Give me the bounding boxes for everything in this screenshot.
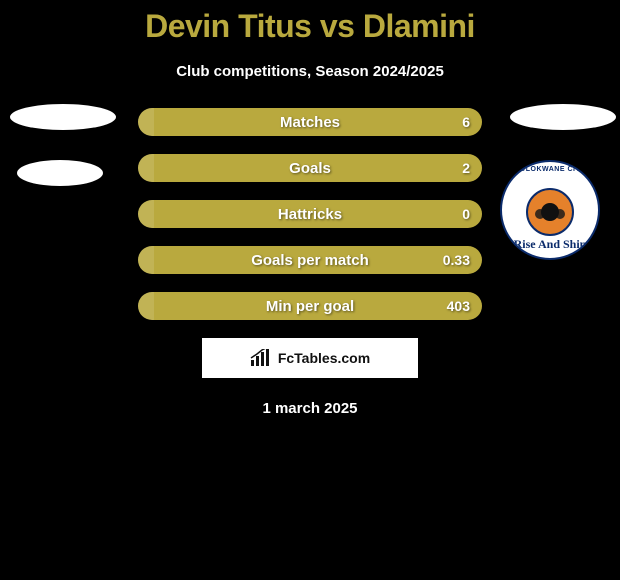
attribution-text: FcTables.com: [278, 350, 370, 366]
club-badge-top-text: POLOKWANE CITY: [515, 166, 586, 173]
placeholder-ellipse: [17, 160, 103, 186]
placeholder-ellipse: [510, 104, 616, 130]
comparison-date: 1 march 2025: [0, 400, 620, 417]
player-badge-left: [10, 102, 110, 202]
stat-value-right: 403: [447, 298, 470, 314]
bar-left-fill: [138, 154, 154, 182]
club-badge-right: POLOKWANE CITY Rise And Shin: [500, 160, 600, 260]
page-title: Devin Titus vs Dlamini: [0, 0, 620, 45]
bar-left-fill: [138, 200, 154, 228]
club-badge-inner: [526, 188, 574, 236]
stat-label: Hattricks: [278, 206, 342, 223]
comparison-panel: POLOKWANE CITY Rise And Shin Matches 6 G…: [0, 108, 620, 417]
stat-label: Goals: [289, 160, 331, 177]
placeholder-ellipse: [10, 104, 116, 130]
stat-label: Goals per match: [251, 252, 369, 269]
stat-label: Matches: [280, 114, 340, 131]
stat-value-right: 6: [462, 114, 470, 130]
stats-bars: Matches 6 Goals 2 Hattricks 0 Goals per …: [138, 108, 482, 320]
bar-left-fill: [138, 246, 154, 274]
stat-row-hattricks: Hattricks 0: [138, 200, 482, 228]
bar-left-fill: [138, 292, 154, 320]
bar-left-fill: [138, 108, 154, 136]
stat-value-right: 0: [462, 206, 470, 222]
bar-chart-icon: [250, 349, 272, 367]
stat-row-matches: Matches 6: [138, 108, 482, 136]
stat-row-min-per-goal: Min per goal 403: [138, 292, 482, 320]
ball-icon: [541, 203, 559, 221]
stat-row-goals-per-match: Goals per match 0.33: [138, 246, 482, 274]
attribution-badge[interactable]: FcTables.com: [202, 338, 418, 378]
club-badge-motto: Rise And Shin: [514, 237, 587, 252]
stat-row-goals: Goals 2: [138, 154, 482, 182]
stat-value-right: 0.33: [443, 252, 470, 268]
stat-label: Min per goal: [266, 298, 354, 315]
subtitle: Club competitions, Season 2024/2025: [0, 63, 620, 80]
stat-value-right: 2: [462, 160, 470, 176]
